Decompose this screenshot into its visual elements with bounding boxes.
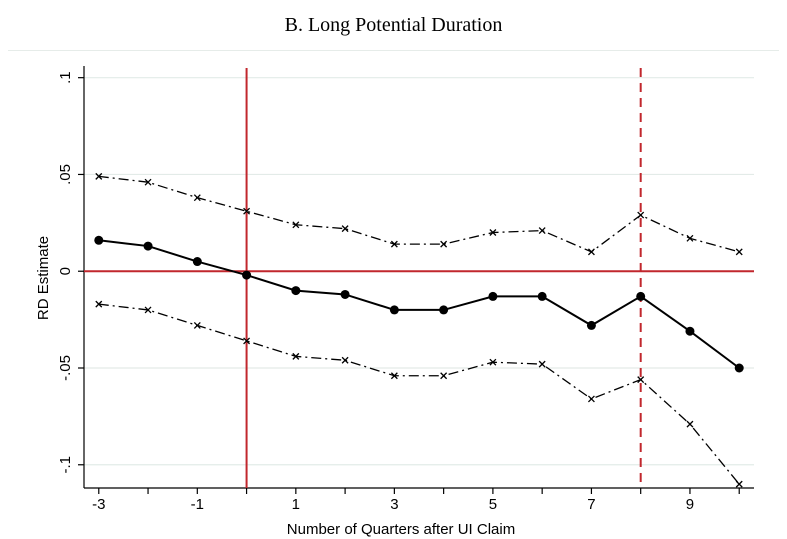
lower-ci-point-1 [144,306,152,314]
estimate-point-1 [143,241,153,251]
upper-ci-point-7 [440,240,448,248]
lower-ci-point-13 [735,480,743,488]
upper-ci-point-9 [538,227,546,235]
upper-ci-marker-b-8 [489,229,497,236]
upper-ci-point-4 [292,221,300,229]
upper-ci-point-13 [735,248,743,256]
upper-ci-point-3 [243,207,251,215]
upper-ci-point-8 [489,229,497,236]
x-tick-label-3: 3 [390,496,398,513]
y-tick-label-2: 0 [57,267,74,275]
title-divider [8,50,779,51]
estimate-point-9 [537,291,547,301]
upper-ci-marker-b-13 [735,248,743,256]
estimate-point-12 [685,326,695,336]
data-series [94,172,744,488]
upper-ci-marker-b-6 [390,240,398,248]
x-tick-label-0: -3 [92,496,105,513]
estimate-point-6 [389,305,399,315]
estimate-point-8 [488,291,498,301]
estimate-point-5 [340,289,350,299]
estimate-line [98,239,740,369]
lower-ci-point-12 [686,420,694,428]
upper-ci-point-6 [390,240,398,248]
estimate-point-2 [192,257,202,267]
lower-ci-point-2 [193,321,201,329]
upper-ci-marker-b-2 [193,194,201,202]
estimate-point-13 [734,363,744,373]
lower-ci-point-7 [440,372,448,380]
lower-ci-marker-b-5 [341,356,349,364]
upper-ci-marker-b-10 [587,248,595,256]
lower-ci-marker-b-12 [686,420,694,428]
lower-ci-point-0 [95,300,103,308]
upper-ci-point-0 [95,172,103,180]
lower-ci-line [98,303,740,485]
lower-ci-marker-b-8 [489,358,497,366]
upper-ci-point-5 [341,225,349,233]
upper-ci-marker-b-3 [243,207,251,215]
y-tick-label-0: .1 [57,71,74,84]
x-tick-label-6: 9 [686,496,694,513]
lower-ci-point-10 [587,395,595,403]
upper-ci-marker-b-0 [95,172,103,180]
lower-ci-marker-b-0 [95,300,103,308]
upper-ci-point-11 [637,211,645,219]
upper-ci-marker-b-11 [637,211,645,219]
upper-ci-line [98,175,740,253]
x-tick-label-4: 5 [489,496,497,513]
upper-ci-point-12 [686,234,694,242]
estimate-point-3 [242,270,252,280]
y-tick-label-3: -.05 [57,355,74,381]
y-tick-label-1: .05 [57,164,74,185]
lower-ci-point-8 [489,358,497,366]
upper-ci-marker-b-1 [144,178,152,186]
chart-title: B. Long Potential Duration [284,14,503,36]
lower-ci-marker-b-9 [538,360,546,368]
upper-ci-marker-b-5 [341,225,349,233]
x-axis-label: Number of Quarters after UI Claim [287,521,515,538]
lower-ci-point-3 [243,337,251,345]
estimate-point-11 [636,291,646,301]
reference-lines [84,68,754,488]
estimate-point-0 [94,235,104,245]
upper-ci-point-2 [193,194,201,202]
lower-ci-point-9 [538,360,546,368]
lower-ci-marker-b-4 [292,352,300,360]
lower-ci-point-4 [292,352,300,360]
lower-ci-marker-b-11 [637,376,645,384]
y-axis-label: RD Estimate [35,236,52,320]
x-tick-label-5: 7 [587,496,595,513]
lower-ci-point-5 [341,356,349,364]
upper-ci-point-1 [144,178,152,186]
upper-ci-marker-b-12 [686,234,694,242]
estimate-point-10 [586,320,596,330]
lower-ci-point-6 [390,372,398,380]
lower-ci-marker-b-1 [144,306,152,314]
lower-ci-marker-b-6 [390,372,398,380]
upper-ci-marker-b-7 [440,240,448,248]
lower-ci-marker-b-13 [735,480,743,488]
lower-ci-marker-b-2 [193,321,201,329]
lower-ci-marker-b-10 [587,395,595,403]
y-tick-label-4: -.1 [57,456,74,474]
lower-ci-marker-b-3 [243,337,251,345]
upper-ci-marker-b-9 [538,227,546,235]
lower-ci-marker-b-7 [440,372,448,380]
axis-labels: .1 .05 0 -.05 -.1 -3 -1 1 3 5 7 9 Number of Quarters… [35,71,694,538]
x-tick-label-1: -1 [191,496,204,513]
axes [78,66,754,494]
x-tick-label-2: 1 [292,496,300,513]
upper-ci-point-10 [587,248,595,256]
lower-ci-point-11 [637,376,645,384]
estimate-point-4 [291,286,301,296]
estimate-point-7 [439,305,449,315]
upper-ci-marker-b-4 [292,221,300,229]
